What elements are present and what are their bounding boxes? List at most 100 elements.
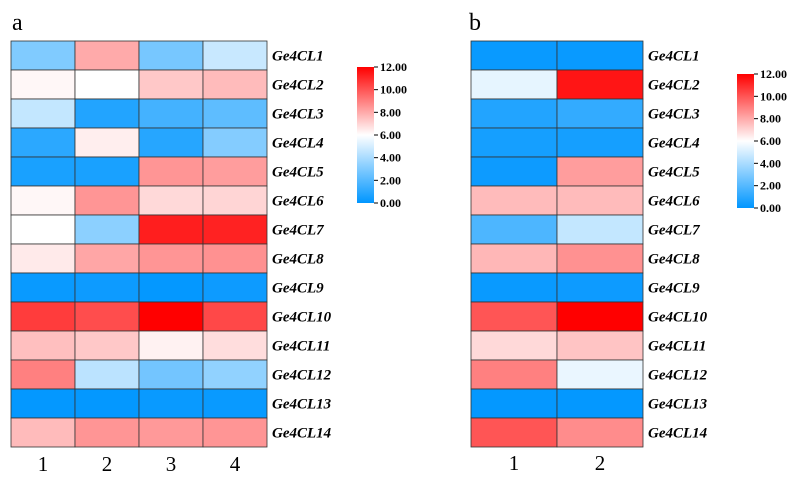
heatmap-cell [10, 40, 76, 71]
heatmap-cell [74, 40, 140, 71]
heatmap-cell [556, 40, 644, 71]
colorbar-tick-label: 8.00 [760, 112, 781, 126]
heatmap-cell [202, 185, 268, 216]
heatmap-cell [556, 127, 644, 158]
column-label: 1 [509, 451, 520, 475]
heatmap-cell [138, 185, 204, 216]
heatmap-cell [10, 272, 76, 303]
colorbar-tick-label: 12.00 [380, 60, 407, 74]
heatmap-cell [202, 69, 268, 100]
row-label: Ge4CL14 [648, 426, 708, 442]
colorbar [737, 74, 754, 208]
heatmap-cell [202, 359, 268, 390]
heatmap-cell [74, 127, 140, 158]
heatmap-cell [202, 156, 268, 187]
row-label: Ge4CL12 [272, 368, 332, 384]
heatmap-cell [470, 301, 558, 332]
row-label: Ge4CL5 [648, 165, 700, 181]
heatmap-cell [470, 359, 558, 390]
heatmap-cell [470, 40, 558, 71]
panel-label: b [469, 10, 481, 36]
heatmap-cell [556, 214, 644, 245]
heatmap-cell [202, 214, 268, 245]
row-label: Ge4CL6 [648, 194, 700, 210]
row-label: Ge4CL8 [272, 252, 324, 268]
row-label: Ge4CL1 [272, 49, 324, 65]
heatmap-cell [138, 98, 204, 129]
heatmap-cell [470, 127, 558, 158]
heatmap-cell [470, 272, 558, 303]
row-label: Ge4CL13 [648, 397, 708, 413]
heatmap-cell [10, 301, 76, 332]
heatmap-cell [74, 69, 140, 100]
row-label: Ge4CL11 [272, 339, 330, 355]
heatmap-cell [470, 98, 558, 129]
heatmap-cell [470, 417, 558, 448]
heatmap-cell [202, 388, 268, 419]
colorbar-tick-label: 2.00 [380, 173, 401, 187]
colorbar-tick-label: 6.00 [380, 128, 401, 142]
panel-label: a [12, 10, 23, 36]
colorbar-tick-label: 8.00 [380, 105, 401, 119]
heatmap-cell [74, 98, 140, 129]
row-label: Ge4CL10 [648, 310, 708, 326]
heatmap-cell [74, 272, 140, 303]
heatmap-cell [556, 185, 644, 216]
row-label: Ge4CL2 [272, 78, 324, 94]
heatmap-cell [10, 69, 76, 100]
heatmap-cell [470, 330, 558, 361]
row-label: Ge4CL10 [272, 310, 332, 326]
heatmap-cell [202, 127, 268, 158]
heatmap-cell [138, 388, 204, 419]
colorbar-tick-label: 0.00 [760, 201, 781, 215]
heatmap-cell [10, 330, 76, 361]
heatmap-cell [10, 243, 76, 274]
heatmap-cell [74, 330, 140, 361]
heatmap-cell [74, 359, 140, 390]
heatmap-cell [470, 156, 558, 187]
column-label: 2 [102, 452, 113, 476]
heatmap-cell [138, 214, 204, 245]
heatmap-cell [138, 156, 204, 187]
heatmap-cell [10, 98, 76, 129]
heatmap-cell [556, 359, 644, 390]
heatmap-cell [74, 417, 140, 448]
heatmap-cell [202, 272, 268, 303]
heatmap-cell [138, 301, 204, 332]
row-label: Ge4CL7 [648, 223, 700, 239]
heatmap-cell [138, 69, 204, 100]
colorbar-tick-label: 6.00 [760, 134, 781, 148]
column-label: 2 [595, 451, 606, 475]
heatmap-cell [556, 417, 644, 448]
heatmap-cell [202, 330, 268, 361]
heatmap-cell [138, 359, 204, 390]
row-label: Ge4CL13 [272, 397, 332, 413]
heatmap-panel-b: b Ge4CL1 Ge4CL2 Ge4CL3 Ge4CL4 Ge4CL5 Ge4CL6 Ge4… [469, 10, 787, 475]
colorbar-tick-label: 12.00 [760, 67, 787, 81]
heatmap-cell [138, 330, 204, 361]
row-label: Ge4CL9 [272, 281, 324, 297]
colorbar-tick-label: 4.00 [760, 156, 781, 170]
heatmap-cell [556, 243, 644, 274]
heatmap-cell [202, 243, 268, 274]
heatmap-cell [74, 156, 140, 187]
heatmap-cell [74, 301, 140, 332]
heatmap-panel-a: a Ge4CL1 Ge4CL2 Ge4CL3 Ge4CL4 Ge4CL5 Ge4CL6 Ge4… [10, 10, 407, 476]
heatmap-cell [138, 127, 204, 158]
heatmap-cell [470, 185, 558, 216]
heatmap-cell [202, 417, 268, 448]
colorbar-tick-label: 10.00 [760, 89, 787, 103]
row-label: Ge4CL6 [272, 194, 324, 210]
heatmap-cell [470, 69, 558, 100]
heatmap-cell [138, 243, 204, 274]
heatmap-cell [10, 127, 76, 158]
column-label: 4 [230, 452, 241, 476]
row-label: Ge4CL2 [648, 78, 700, 94]
row-label: Ge4CL3 [648, 107, 700, 123]
heatmap-cell [10, 214, 76, 245]
heatmap-cell [556, 301, 644, 332]
heatmap-cell [556, 388, 644, 419]
heatmap-cell [10, 359, 76, 390]
heatmap-cell [74, 185, 140, 216]
